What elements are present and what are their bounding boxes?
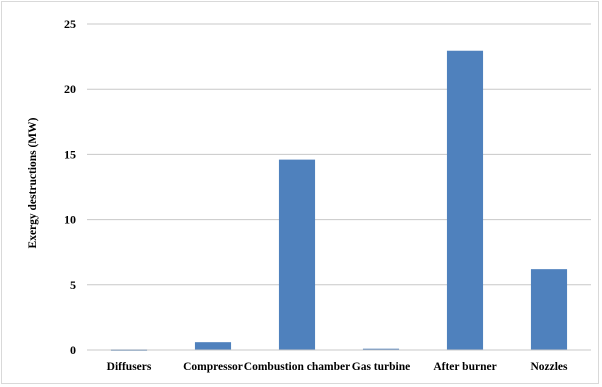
- bars: [110, 50, 568, 351]
- x-tick-label: After burner: [433, 361, 496, 373]
- y-axis-label: Exergy destructions (MW): [27, 117, 39, 248]
- y-tick-label: 15: [64, 147, 76, 161]
- y-tick-label: 25: [64, 17, 76, 31]
- x-tick-label: Gas turbine: [352, 361, 410, 373]
- y-tick-label: 0: [70, 343, 76, 357]
- bar: [194, 342, 232, 350]
- x-tick-label: Combustion chamber: [244, 361, 350, 373]
- x-tick-label: Nozzles: [530, 361, 568, 373]
- y-tick-label: 5: [70, 278, 76, 292]
- y-tick-label: 10: [64, 213, 76, 227]
- y-tick-label: 20: [64, 82, 76, 96]
- bar: [446, 50, 484, 351]
- x-tick-label: Compressor: [183, 361, 243, 373]
- x-tick-label: Diffusers: [107, 361, 152, 373]
- gridlines: [87, 23, 591, 286]
- y-axis-ticks: 0 5 10 15 20 25: [64, 17, 76, 357]
- bar: [362, 348, 400, 351]
- x-axis-ticks: Diffusers Compressor Combustion chamber Gas…: [107, 361, 568, 373]
- bar: [530, 269, 568, 350]
- bar: [278, 159, 316, 350]
